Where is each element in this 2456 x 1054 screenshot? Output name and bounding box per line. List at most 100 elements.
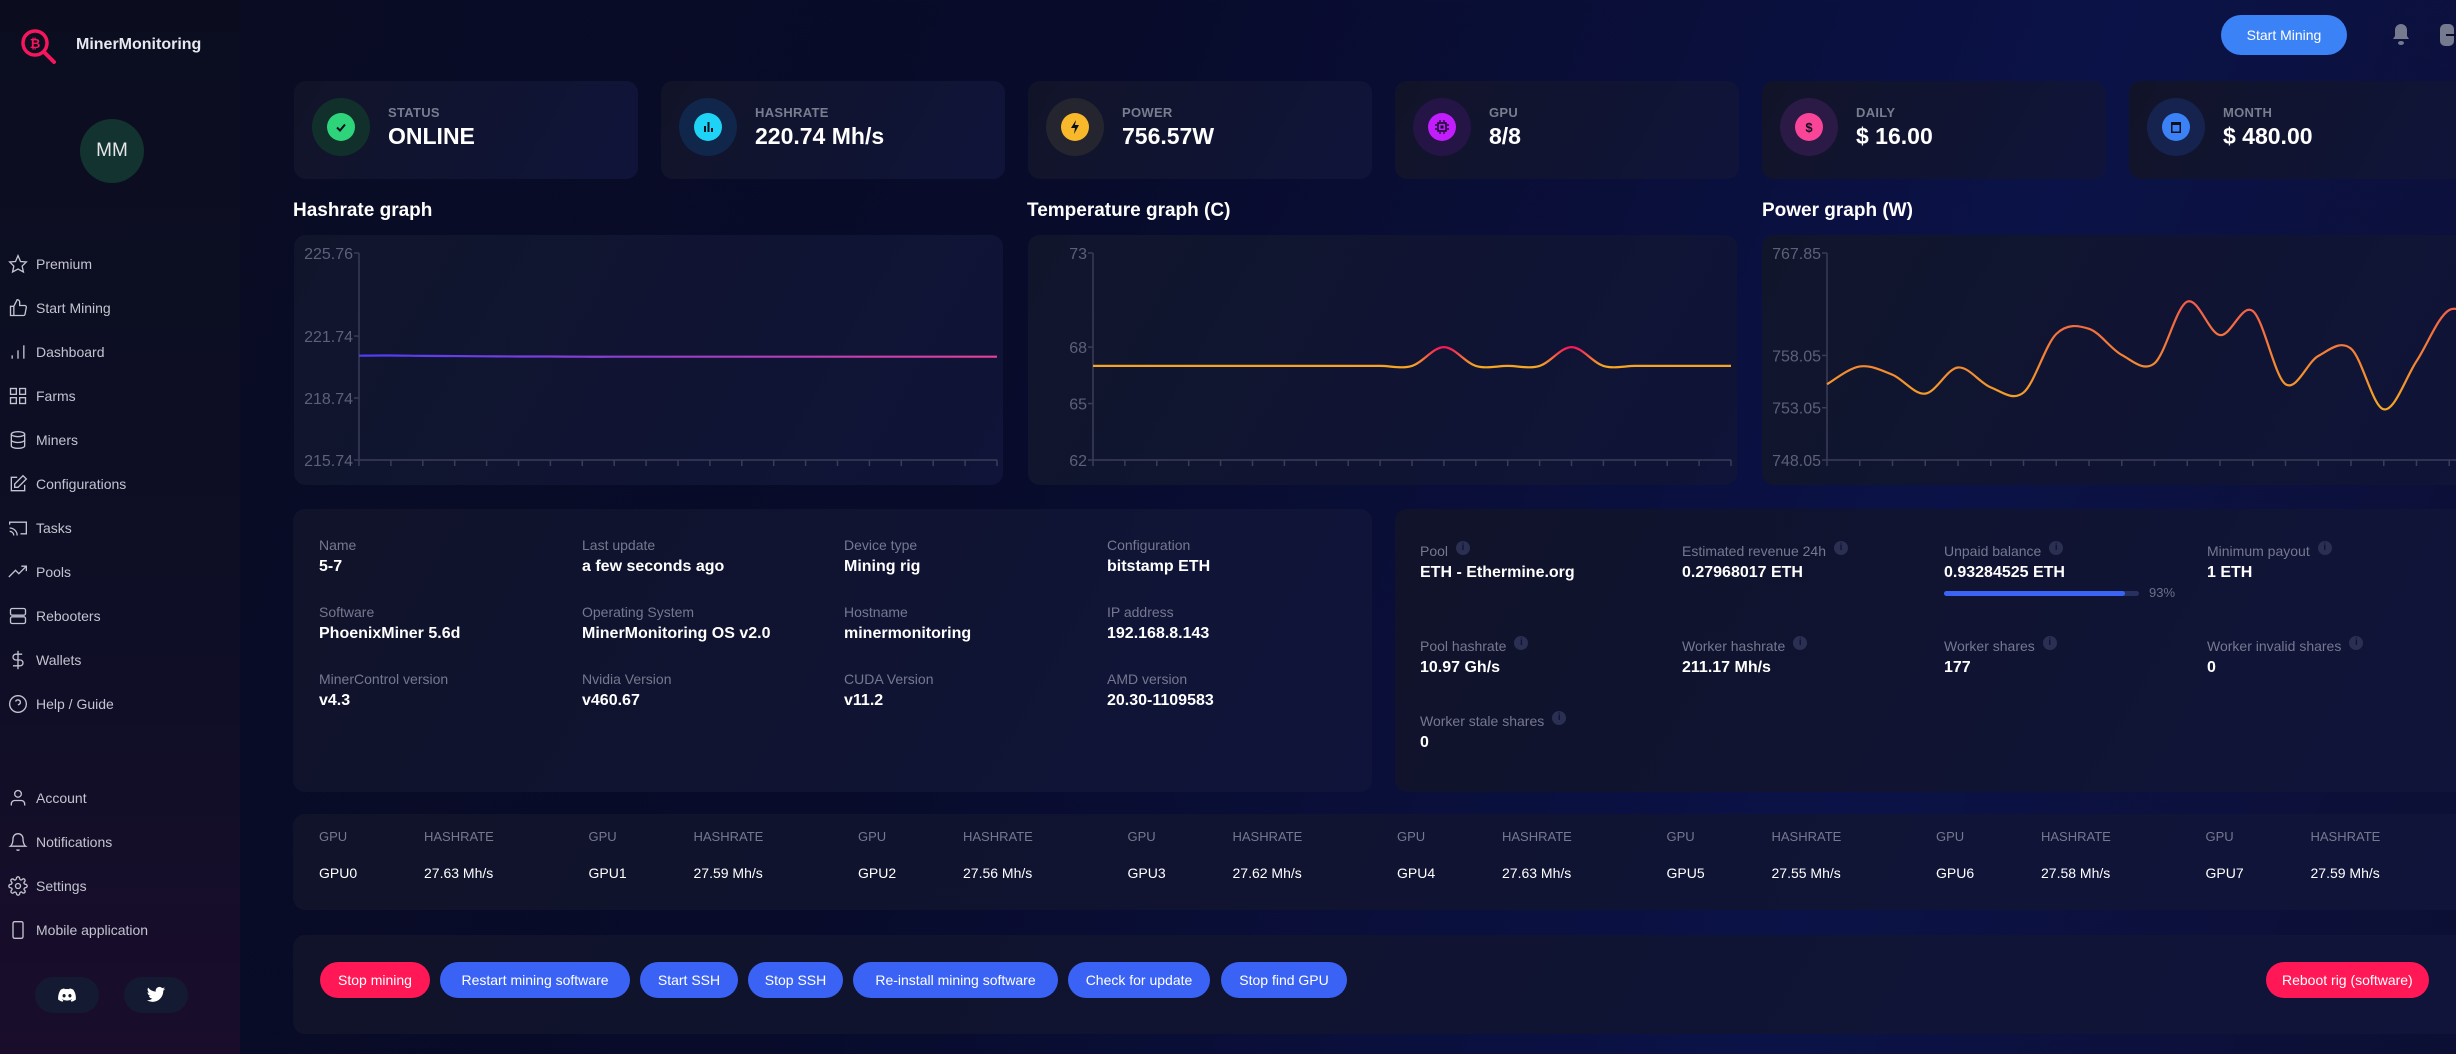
gpu-hashrate: 27.55 Mh/s bbox=[1771, 865, 1841, 881]
restart-mining-software-button[interactable]: Restart mining software bbox=[440, 962, 630, 998]
discord-button[interactable] bbox=[35, 977, 99, 1013]
sidebar-item-account[interactable]: Account bbox=[8, 784, 87, 812]
hashrate-column-header: HASHRATE bbox=[424, 829, 494, 844]
device-info-value: PhoenixMiner 5.6d bbox=[319, 625, 461, 642]
stat-label: MONTH bbox=[2223, 105, 2273, 120]
stat-icon-wrap bbox=[2147, 98, 2205, 156]
sidebar-item-tasks[interactable]: Tasks bbox=[8, 514, 72, 542]
info-icon[interactable]: i bbox=[2049, 541, 2064, 555]
sidebar-item-rebooters[interactable]: Rebooters bbox=[8, 602, 101, 630]
start-ssh-button[interactable]: Start SSH bbox=[640, 962, 738, 998]
gpu-hashrate: 27.58 Mh/s bbox=[2041, 865, 2111, 881]
y-tick-label: 73 bbox=[1069, 246, 1087, 263]
hashrate-graph: 225.76 221.74 218.74 215.74 bbox=[294, 235, 1003, 485]
sidebar-item-label: Configurations bbox=[36, 476, 127, 492]
gpu-hashrate: 27.56 Mh/s bbox=[963, 865, 1033, 881]
pool-info-label: Worker stale shares i bbox=[1420, 711, 1567, 729]
device-info-label: AMD version bbox=[1107, 671, 1188, 687]
stat-label: GPU bbox=[1489, 105, 1519, 120]
stat-icon-wrap bbox=[1046, 98, 1104, 156]
pool-info-value: 10.97 Gh/s bbox=[1420, 659, 1501, 676]
app-logo[interactable]: ₿ MinerMonitoring bbox=[18, 26, 201, 68]
sidebar-item-premium[interactable]: Premium bbox=[8, 250, 92, 278]
device-info-value: v460.67 bbox=[582, 692, 640, 709]
sidebar-item-notifications[interactable]: Notifications bbox=[8, 828, 112, 856]
progress-percent-label: 93% bbox=[2149, 585, 2176, 600]
y-tick-label: 62 bbox=[1069, 453, 1087, 470]
pool-info-value: 0.27968017 ETH bbox=[1682, 564, 1803, 581]
device-info-label: Operating System bbox=[582, 604, 695, 620]
sidebar-item-label: Wallets bbox=[36, 652, 82, 668]
gpu-name: GPU0 bbox=[319, 865, 358, 881]
bar-chart-icon bbox=[694, 113, 722, 141]
chip-icon bbox=[1435, 120, 1449, 134]
stop-ssh-button[interactable]: Stop SSH bbox=[748, 962, 843, 998]
dollar-icon: $ bbox=[1795, 113, 1823, 141]
device-info-value: 20.30-1109583 bbox=[1107, 692, 1214, 709]
device-info-value: 192.168.8.143 bbox=[1107, 625, 1210, 642]
power-graph: 767.85 758.05 753.05 748.05 bbox=[1762, 235, 2456, 485]
sidebar-item-miners[interactable]: Miners bbox=[8, 426, 78, 454]
svg-text:₿: ₿ bbox=[30, 36, 41, 51]
info-icon[interactable]: i bbox=[1833, 541, 1848, 555]
info-icon[interactable]: i bbox=[1793, 636, 1808, 650]
start-mining-button[interactable]: Start Mining bbox=[2221, 15, 2347, 55]
hashrate-series-line bbox=[358, 354, 997, 358]
y-tick-label: 767.85 bbox=[1772, 246, 1821, 263]
gpu-name: GPU4 bbox=[1397, 865, 1436, 881]
info-icon[interactable]: i bbox=[2042, 636, 2057, 650]
pool-info-label: Worker shares i bbox=[1944, 636, 2057, 654]
gpu-column-header: GPU bbox=[319, 829, 348, 844]
sidebar-item-label: Miners bbox=[36, 432, 79, 448]
sidebar-item-settings[interactable]: Settings bbox=[8, 872, 87, 900]
sidebar-item-dashboard[interactable]: Dashboard bbox=[8, 338, 105, 366]
thumbs-up-icon bbox=[9, 298, 28, 317]
device-info-label: IP address bbox=[1107, 604, 1174, 620]
stop-mining-button[interactable]: Stop mining bbox=[320, 962, 430, 998]
info-icon[interactable]: i bbox=[1456, 541, 1471, 555]
device-info-label: MinerControl version bbox=[319, 671, 449, 687]
notifications-bell-icon[interactable] bbox=[2391, 22, 2411, 46]
power-series-line bbox=[1826, 300, 2456, 411]
lightning-icon bbox=[1061, 113, 1089, 141]
sidebar-item-pools[interactable]: Pools bbox=[8, 558, 71, 586]
pool-info-label: Minimum payout i bbox=[2207, 541, 2332, 559]
chip-icon bbox=[1428, 113, 1456, 141]
gpu-name: GPU7 bbox=[2205, 865, 2244, 881]
pool-info-value: ETH - Ethermine.org bbox=[1420, 564, 1575, 581]
info-icon[interactable]: i bbox=[2349, 636, 2364, 650]
device-info-value: minermonitoring bbox=[844, 625, 972, 642]
avatar[interactable]: MM bbox=[80, 119, 144, 183]
sidebar-item-wallets[interactable]: Wallets bbox=[8, 646, 81, 674]
gpu-hashrate: 27.62 Mh/s bbox=[1232, 865, 1302, 881]
info-icon[interactable]: i bbox=[2317, 541, 2332, 555]
gpu-name: GPU5 bbox=[1666, 865, 1705, 881]
y-tick-label: 225.76 bbox=[304, 246, 353, 263]
sidebar-item-help[interactable]: Help / Guide bbox=[8, 690, 114, 718]
gpu-hashrate: 27.59 Mh/s bbox=[2310, 865, 2380, 881]
temperature-chart-svg: 73 68 65 62 bbox=[1069, 246, 1732, 470]
sidebar-item-start-mining[interactable]: Start Mining bbox=[8, 294, 111, 322]
info-icon[interactable]: i bbox=[1552, 711, 1567, 725]
unpaid-balance-progress bbox=[1944, 591, 2139, 596]
stat-icon-wrap: $ bbox=[1780, 98, 1838, 156]
twitter-button[interactable] bbox=[124, 977, 188, 1013]
re-install-mining-software-button[interactable]: Re-install mining software bbox=[853, 962, 1058, 998]
dollar-icon bbox=[12, 650, 24, 670]
sidebar-item-mobile-application[interactable]: Mobile application bbox=[8, 916, 148, 944]
reboot-rig-button[interactable]: Reboot rig (software) bbox=[2266, 962, 2429, 998]
discord-icon bbox=[58, 988, 76, 1002]
y-tick-label: 221.74 bbox=[304, 329, 353, 346]
device-info-value: Mining rig bbox=[844, 558, 921, 575]
hashrate-column-header: HASHRATE bbox=[693, 829, 764, 844]
logout-icon[interactable] bbox=[2440, 24, 2456, 46]
sidebar-item-label: Farms bbox=[36, 388, 76, 404]
database-icon bbox=[10, 431, 26, 450]
stop-find-gpu-button[interactable]: Stop find GPU bbox=[1221, 962, 1347, 998]
sidebar-item-configurations[interactable]: Configurations bbox=[8, 470, 126, 498]
sidebar-item-farms[interactable]: Farms bbox=[8, 382, 76, 410]
pool-info-label-text: Unpaid balance bbox=[1944, 543, 2042, 559]
check-for-update-button[interactable]: Check for update bbox=[1068, 962, 1210, 998]
info-icon[interactable]: i bbox=[1514, 636, 1529, 650]
check-circle-icon bbox=[327, 113, 355, 141]
